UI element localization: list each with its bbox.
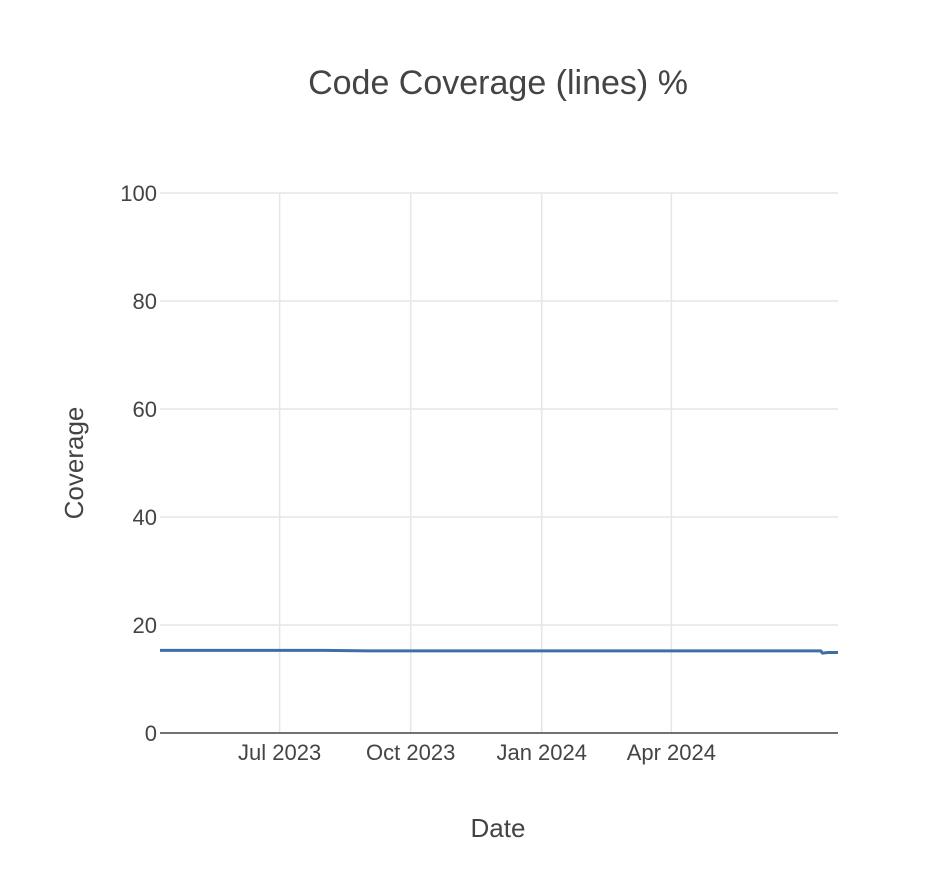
x-tick-label: Jan 2024 [496, 740, 587, 765]
series-line-0 [160, 648, 838, 655]
y-tick-label: 40 [133, 505, 157, 530]
y-tick-label: 20 [133, 613, 157, 638]
grid-lines [160, 192, 838, 733]
y-tick-label: 0 [145, 721, 157, 746]
chart-title: Code Coverage (lines) % [308, 64, 688, 102]
series-lines [160, 648, 838, 655]
tick-labels: 0 20 40 60 80 100 Jul 2023 Oct 2023 Jan 2024 Apr … [120, 181, 716, 765]
x-tick-label: Apr 2024 [627, 740, 716, 765]
x-tick-label: Jul 2023 [238, 740, 321, 765]
x-axis-title: Date [471, 813, 526, 843]
y-tick-label: 100 [120, 181, 157, 206]
y-tick-label: 80 [133, 289, 157, 314]
y-axis-title: Coverage [59, 407, 89, 520]
y-tick-label: 60 [133, 397, 157, 422]
x-tick-label: Oct 2023 [366, 740, 455, 765]
